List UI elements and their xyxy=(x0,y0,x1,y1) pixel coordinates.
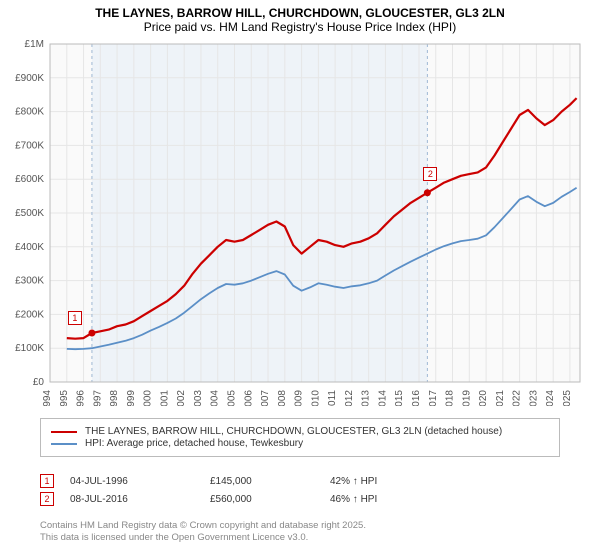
svg-text:£500K: £500K xyxy=(15,208,44,219)
svg-text:2017: 2017 xyxy=(428,390,439,406)
attribution-line-1: Contains HM Land Registry data © Crown c… xyxy=(40,520,560,532)
svg-text:2003: 2003 xyxy=(193,390,204,406)
svg-text:1997: 1997 xyxy=(92,390,103,406)
svg-text:2008: 2008 xyxy=(277,390,288,406)
svg-text:2007: 2007 xyxy=(260,390,271,406)
callout-marker-1: 1 xyxy=(40,474,54,488)
svg-text:2009: 2009 xyxy=(294,390,305,406)
chart-titles: THE LAYNES, BARROW HILL, CHURCHDOWN, GLO… xyxy=(0,0,600,36)
svg-text:£100K: £100K xyxy=(15,343,44,354)
svg-text:2020: 2020 xyxy=(478,390,489,406)
svg-text:2015: 2015 xyxy=(394,390,405,406)
title-line-1: THE LAYNES, BARROW HILL, CHURCHDOWN, GLO… xyxy=(10,6,590,20)
callout-row: 2 08-JUL-2016 £560,000 46% ↑ HPI xyxy=(40,492,560,506)
svg-text:1999: 1999 xyxy=(126,390,137,406)
svg-text:2006: 2006 xyxy=(243,390,254,406)
callout-price: £560,000 xyxy=(210,494,330,505)
svg-text:2011: 2011 xyxy=(327,390,338,406)
legend-label-1: THE LAYNES, BARROW HILL, CHURCHDOWN, GLO… xyxy=(85,426,502,437)
svg-text:2014: 2014 xyxy=(377,390,388,406)
callout-date: 08-JUL-2016 xyxy=(70,494,210,505)
svg-text:2023: 2023 xyxy=(528,390,539,406)
svg-text:2002: 2002 xyxy=(176,390,187,406)
attribution-line-2: This data is licensed under the Open Gov… xyxy=(40,532,560,544)
svg-text:£400K: £400K xyxy=(15,242,44,253)
svg-text:£0: £0 xyxy=(33,377,45,388)
legend-label-2: HPI: Average price, detached house, Tewk… xyxy=(85,438,303,449)
svg-text:£1M: £1M xyxy=(25,39,44,50)
svg-text:2005: 2005 xyxy=(226,390,237,406)
svg-text:2001: 2001 xyxy=(159,390,170,406)
svg-text:2018: 2018 xyxy=(445,390,456,406)
svg-text:2019: 2019 xyxy=(461,390,472,406)
svg-text:£600K: £600K xyxy=(15,174,44,185)
legend-row: HPI: Average price, detached house, Tewk… xyxy=(51,438,549,449)
svg-text:2013: 2013 xyxy=(361,390,372,406)
svg-text:2022: 2022 xyxy=(512,390,523,406)
svg-text:£300K: £300K xyxy=(15,276,44,287)
svg-text:£900K: £900K xyxy=(15,73,44,84)
svg-text:2021: 2021 xyxy=(495,390,506,406)
svg-text:£200K: £200K xyxy=(15,309,44,320)
svg-text:2024: 2024 xyxy=(545,390,556,406)
callout-row: 1 04-JUL-1996 £145,000 42% ↑ HPI xyxy=(40,474,560,488)
plot-marker-1: 1 xyxy=(68,311,82,325)
svg-text:1998: 1998 xyxy=(109,390,120,406)
svg-text:1996: 1996 xyxy=(76,390,87,406)
title-line-2: Price paid vs. HM Land Registry's House … xyxy=(10,20,590,34)
svg-text:2016: 2016 xyxy=(411,390,422,406)
svg-text:2025: 2025 xyxy=(562,390,573,406)
legend-swatch-2 xyxy=(51,443,77,445)
callout-price: £145,000 xyxy=(210,476,330,487)
plot-marker-2: 2 xyxy=(423,167,437,181)
callouts: 1 04-JUL-1996 £145,000 42% ↑ HPI 2 08-JU… xyxy=(40,470,560,510)
legend-swatch-1 xyxy=(51,431,77,433)
svg-text:£800K: £800K xyxy=(15,107,44,118)
callout-pct: 42% ↑ HPI xyxy=(330,476,450,487)
callout-marker-2: 2 xyxy=(40,492,54,506)
svg-text:2010: 2010 xyxy=(310,390,321,406)
svg-text:1995: 1995 xyxy=(59,390,70,406)
legend: THE LAYNES, BARROW HILL, CHURCHDOWN, GLO… xyxy=(40,418,560,457)
attribution: Contains HM Land Registry data © Crown c… xyxy=(40,520,560,545)
chart-container: THE LAYNES, BARROW HILL, CHURCHDOWN, GLO… xyxy=(0,0,600,406)
svg-text:1994: 1994 xyxy=(42,390,53,406)
callout-pct: 46% ↑ HPI xyxy=(330,494,450,505)
svg-text:2004: 2004 xyxy=(210,390,221,406)
svg-text:2000: 2000 xyxy=(143,390,154,406)
chart-svg: £0 £100K £200K £300K £400K £500K £600K £700K £80… xyxy=(0,36,600,406)
svg-text:£700K: £700K xyxy=(15,140,44,151)
legend-row: THE LAYNES, BARROW HILL, CHURCHDOWN, GLO… xyxy=(51,426,549,437)
svg-text:2012: 2012 xyxy=(344,390,355,406)
callout-date: 04-JUL-1996 xyxy=(70,476,210,487)
plot-area: £0 £100K £200K £300K £400K £500K £600K £700K £80… xyxy=(0,36,600,406)
